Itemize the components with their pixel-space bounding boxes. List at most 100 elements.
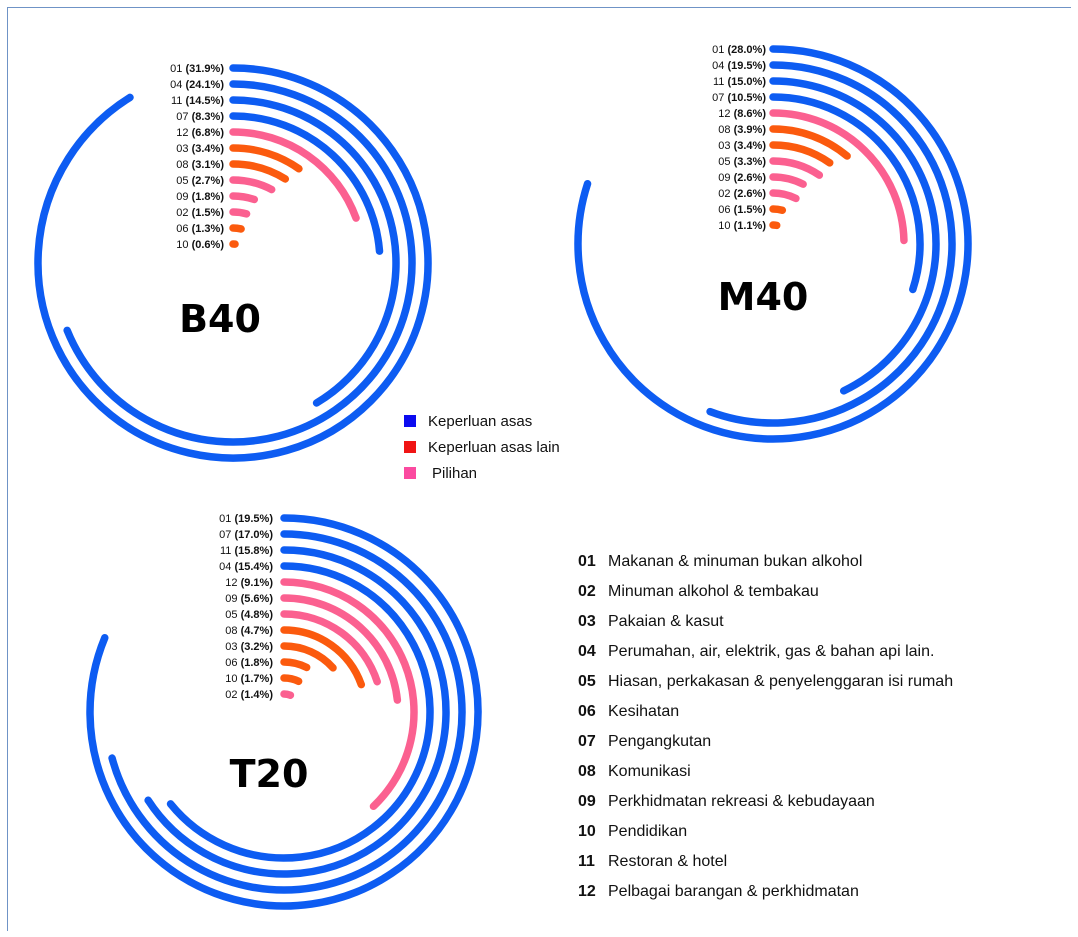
- ring-arc-08: [229, 160, 290, 183]
- ring-percent: (3.9%): [734, 124, 767, 136]
- ring-code: 08: [176, 159, 191, 171]
- ring-label-06: 06 (1.3%): [176, 223, 224, 235]
- ring-percent: (5.6%): [241, 593, 274, 605]
- category-name: Pengangkutan: [608, 733, 712, 750]
- category-row: 06 Kesihatan: [578, 697, 953, 727]
- ring-label-04: 04 (24.1%): [170, 79, 224, 91]
- ring-label-08: 08 (4.7%): [225, 625, 273, 637]
- ring-arc-07: [769, 93, 924, 294]
- ring-code: 11: [713, 76, 727, 88]
- category-code: 06: [578, 703, 596, 720]
- ring-arc-12: [229, 128, 360, 222]
- ring-label-02: 02 (1.5%): [176, 207, 224, 219]
- ring-label-01: 01 (31.9%): [170, 63, 224, 75]
- ring-percent: (1.7%): [241, 673, 274, 685]
- ring-arc-04: [166, 562, 434, 862]
- ring-label-06: 06 (1.5%): [718, 204, 766, 216]
- ring-code: 01: [219, 513, 234, 525]
- ring-label-10: 10 (1.1%): [718, 220, 766, 232]
- category-row: 02 Minuman alkohol & tembakau: [578, 577, 953, 607]
- ring-percent: (10.5%): [727, 92, 766, 104]
- category-name: Restoran & hotel: [608, 853, 728, 870]
- ring-percent: (15.4%): [234, 561, 273, 573]
- ring-code: 04: [712, 60, 727, 72]
- category-row: 01 Makanan & minuman bukan alkohol: [578, 547, 953, 577]
- category-row: 04 Perumahan, air, elektrik, gas & bahan …: [578, 637, 953, 667]
- ring-code: 11: [220, 545, 234, 557]
- ring-arc-10: [280, 674, 303, 686]
- ring-arc-06: [280, 658, 311, 672]
- legend: Keperluan asas Keperluan asas lain Pilih…: [404, 408, 560, 486]
- ring-percent: (2.6%): [734, 188, 767, 200]
- ring-label-08: 08 (3.9%): [718, 124, 766, 136]
- category-name: Pakaian & kasut: [608, 613, 724, 630]
- ring-arc-05: [769, 157, 824, 179]
- ring-arc-09: [769, 173, 807, 188]
- chart-title-b40: B40: [179, 297, 261, 341]
- chart-t20: 01 (19.5%)07 (17.0%)11 (15.8%)04 (15.4%)…: [86, 513, 482, 910]
- ring-percent: (8.6%): [734, 108, 767, 120]
- ring-percent: (1.3%): [192, 223, 225, 235]
- ring-code: 05: [176, 175, 191, 187]
- legend-swatch-other-basic: [404, 441, 416, 453]
- ring-code: 09: [225, 593, 240, 605]
- ring-percent: (3.4%): [734, 140, 767, 152]
- ring-label-09: 09 (5.6%): [225, 593, 273, 605]
- ring-label-04: 04 (19.5%): [712, 60, 766, 72]
- ring-label-02: 02 (1.4%): [225, 689, 273, 701]
- category-code: 07: [578, 733, 596, 750]
- ring-label-04: 04 (15.4%): [219, 561, 273, 573]
- ring-code: 09: [176, 191, 191, 203]
- ring-code: 08: [225, 625, 240, 637]
- ring-code: 09: [718, 172, 733, 184]
- ring-code: 04: [219, 561, 234, 573]
- ring-arc-09: [229, 192, 259, 204]
- ring-percent: (3.1%): [192, 159, 225, 171]
- ring-label-09: 09 (1.8%): [176, 191, 224, 203]
- ring-arc-01: [34, 64, 432, 462]
- ring-arc-03: [769, 141, 834, 167]
- legend-item-choice: Pilihan: [404, 460, 560, 486]
- legend-item-other-basic: Keperluan asas lain: [404, 434, 560, 460]
- ring-arc-08: [280, 626, 366, 689]
- category-row: 07 Pengangkutan: [578, 727, 953, 757]
- ring-arc-03: [280, 642, 337, 672]
- ring-arc-03: [229, 144, 303, 173]
- ring-percent: (1.5%): [192, 207, 225, 219]
- ring-percent: (1.1%): [734, 220, 767, 232]
- category-code: 10: [578, 823, 596, 840]
- ring-code: 07: [219, 529, 234, 541]
- chart-title-m40: M40: [718, 275, 809, 319]
- category-code: 09: [578, 793, 596, 810]
- category-code: 01: [578, 553, 596, 570]
- ring-arc-02: [229, 208, 251, 218]
- category-code: 08: [578, 763, 596, 780]
- ring-label-07: 07 (8.3%): [176, 111, 224, 123]
- ring-percent: (1.4%): [241, 689, 274, 701]
- ring-code: 02: [225, 689, 240, 701]
- ring-label-12: 12 (9.1%): [225, 577, 273, 589]
- legend-label-choice: Pilihan: [432, 464, 478, 482]
- ring-arc-06: [769, 205, 787, 215]
- ring-arc-11: [769, 77, 940, 395]
- category-code: 02: [578, 583, 596, 600]
- ring-code: 12: [176, 127, 191, 139]
- ring-arc-05: [229, 176, 276, 194]
- frame-border: [7, 7, 1071, 931]
- ring-label-07: 07 (17.0%): [219, 529, 273, 541]
- category-name: Minuman alkohol & tembakau: [608, 583, 819, 600]
- ring-label-02: 02 (2.6%): [718, 188, 766, 200]
- legend-label-basic: Keperluan asas: [428, 412, 533, 430]
- ring-label-05: 05 (2.7%): [176, 175, 224, 187]
- ring-code: 03: [225, 641, 240, 653]
- ring-percent: (14.5%): [185, 95, 224, 107]
- ring-arc-05: [280, 610, 381, 686]
- ring-arc-12: [280, 578, 418, 811]
- ring-percent: (3.3%): [734, 156, 767, 168]
- ring-percent: (0.6%): [192, 239, 225, 251]
- ring-percent: (4.7%): [241, 625, 274, 637]
- ring-code: 05: [718, 156, 733, 168]
- ring-arc-02: [280, 690, 295, 699]
